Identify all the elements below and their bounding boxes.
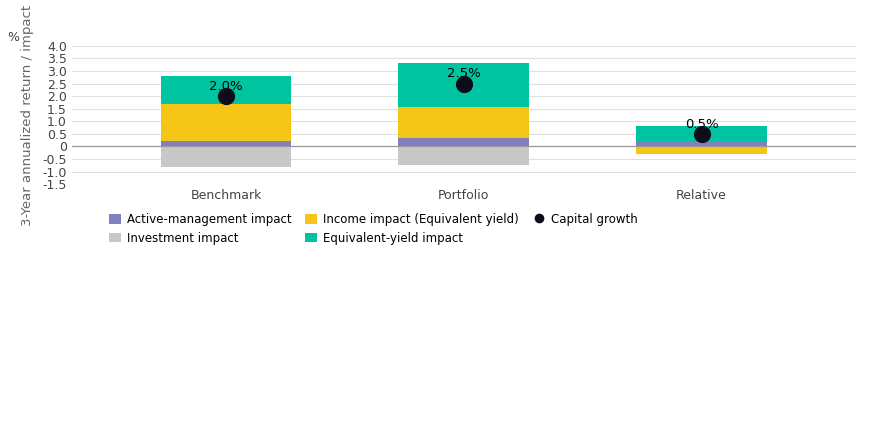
Bar <box>161 104 292 142</box>
Bar <box>398 138 530 146</box>
Bar <box>398 107 530 138</box>
Text: %: % <box>7 31 19 44</box>
Bar <box>398 146 530 165</box>
Bar <box>398 63 530 107</box>
Text: 0.5%: 0.5% <box>685 118 719 130</box>
Point <box>694 130 708 137</box>
Legend: Active-management impact, Investment impact, Income impact (Equivalent yield), E: Active-management impact, Investment imp… <box>109 213 638 245</box>
Point <box>219 93 233 100</box>
Bar <box>636 146 766 154</box>
Bar <box>636 142 766 146</box>
Bar <box>161 146 292 166</box>
Bar <box>636 126 766 142</box>
Text: 2.0%: 2.0% <box>209 80 243 93</box>
Y-axis label: 3-Year annualized return / impact: 3-Year annualized return / impact <box>21 4 34 226</box>
Bar <box>161 76 292 104</box>
Bar <box>161 142 292 146</box>
Point <box>457 80 471 87</box>
Text: 2.5%: 2.5% <box>447 67 481 80</box>
